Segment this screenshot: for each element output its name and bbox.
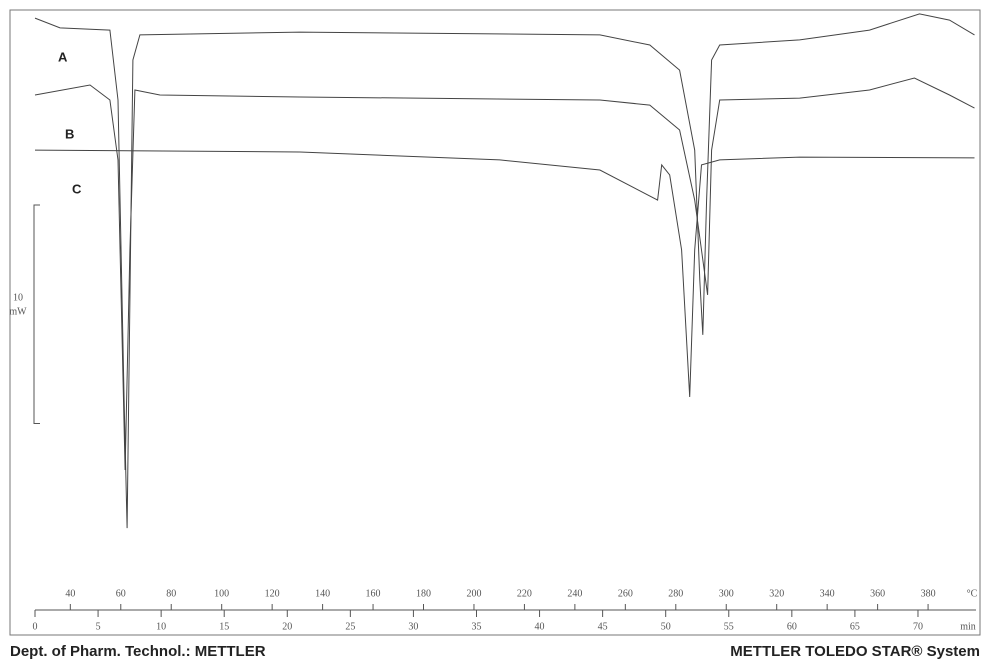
series-label: C (72, 182, 82, 197)
x2-tick-label: 0 (33, 621, 38, 632)
x2-tick-label: 60 (787, 621, 797, 632)
x-tick-label: 300 (719, 588, 734, 599)
frame (9, 9, 981, 636)
x-tick-label: 120 (265, 588, 280, 599)
x2-tick-label: 45 (598, 621, 608, 632)
x-axis-label: °C (967, 588, 978, 599)
x2-tick-label: 30 (408, 621, 418, 632)
x2-tick-label: 55 (724, 621, 734, 632)
x2-tick-label: 35 (471, 621, 481, 632)
x2-tick-label: 70 (913, 621, 923, 632)
x-tick-label: 220 (517, 588, 532, 599)
x2-tick-label: 40 (535, 621, 545, 632)
footer-right: METTLER TOLEDO STAR® System (730, 643, 980, 660)
x-tick-label: 60 (116, 588, 126, 599)
footer-left: Dept. of Pharm. Technol.: METTLER (10, 643, 266, 660)
x-tick-label: 180 (416, 588, 431, 599)
x-tick-label: 340 (820, 588, 835, 599)
x-tick-label: 360 (870, 588, 885, 599)
x2-tick-label: 20 (282, 621, 292, 632)
series-label: A (58, 50, 68, 65)
x2-axis-label: min (960, 621, 976, 632)
x2-tick-label: 5 (96, 621, 101, 632)
x-tick-label: 260 (618, 588, 633, 599)
x-tick-label: 140 (315, 588, 330, 599)
x-tick-label: 40 (65, 588, 75, 599)
scale-bar-label: 10 (13, 292, 23, 303)
x2-tick-label: 50 (661, 621, 671, 632)
x-tick-label: 380 (921, 588, 936, 599)
scale-bar-unit: mW (9, 306, 27, 317)
x2-tick-label: 10 (156, 621, 166, 632)
x2-tick-label: 25 (345, 621, 355, 632)
series-label: B (65, 126, 74, 141)
x2-tick-label: 15 (219, 621, 229, 632)
series-line (34, 13, 975, 529)
x-tick-label: 80 (166, 588, 176, 599)
x-tick-label: 100 (214, 588, 229, 599)
x-tick-label: 240 (567, 588, 582, 599)
x-tick-label: 160 (366, 588, 381, 599)
x-tick-label: 280 (668, 588, 683, 599)
x-tick-label: 320 (769, 588, 784, 599)
series-line (34, 77, 975, 471)
scale-bar (33, 204, 40, 425)
series-line (34, 149, 975, 398)
x-tick-label: 200 (466, 588, 481, 599)
x2-tick-label: 65 (850, 621, 860, 632)
